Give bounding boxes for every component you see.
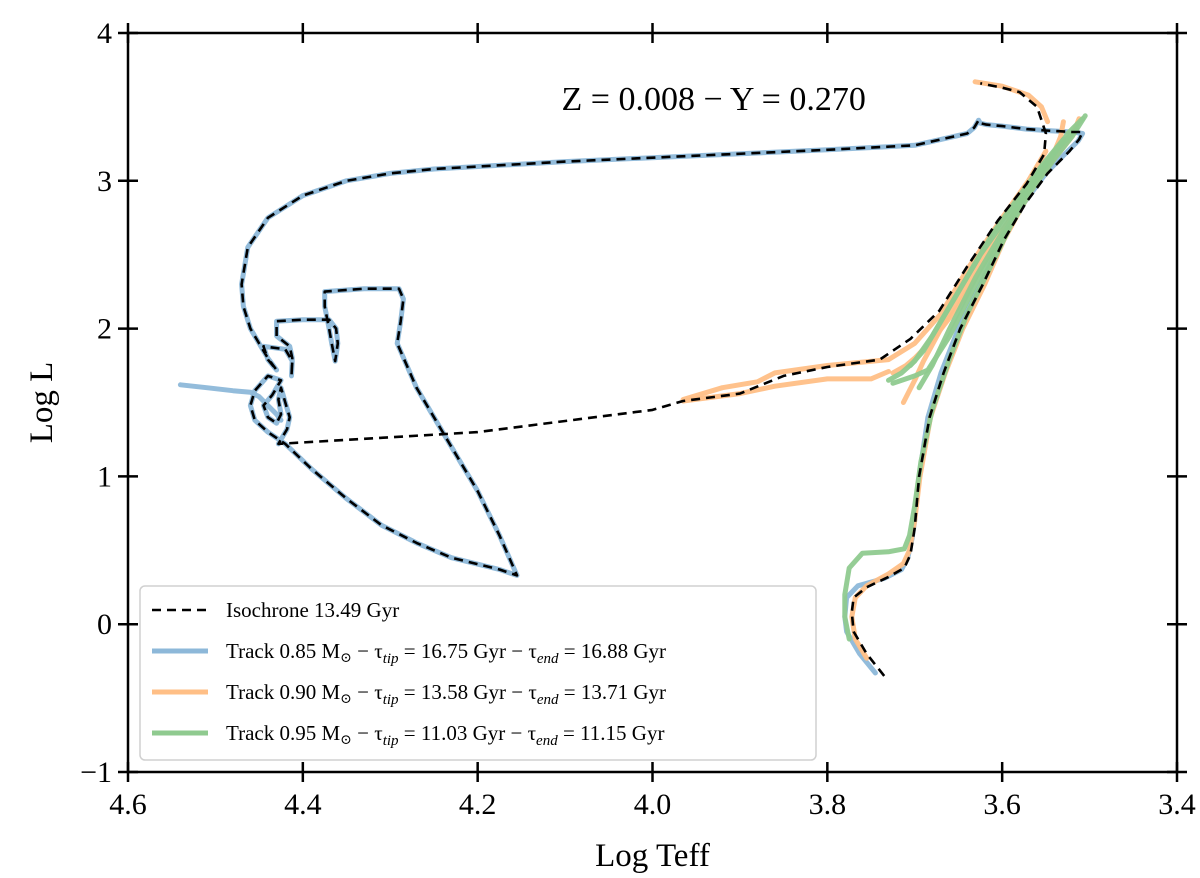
x-axis-label: Log Teff xyxy=(595,838,710,874)
series-line-2-segment-3 xyxy=(890,116,1086,386)
series-line-3-segment-0 xyxy=(240,82,1084,677)
x-tick-label: 4.0 xyxy=(634,788,672,821)
y-tick-label: 1 xyxy=(97,460,112,493)
legend: Isochrone 13.49 Gyr Track 0.85 M⊙ − τtip … xyxy=(139,585,817,761)
x-tick-label: 3.4 xyxy=(1158,788,1196,821)
y-tick-label: 2 xyxy=(97,313,112,346)
legend-entry-text: Track 0.85 M⊙ − τtip = 16.75 Gyr − τend … xyxy=(226,639,666,667)
legend-entry-text: Track 0.95 M⊙ − τtip = 11.03 Gyr − τend … xyxy=(226,721,664,749)
series-line-0-segment-1 xyxy=(177,382,284,423)
series-line-1-segment-0 xyxy=(849,119,1066,661)
y-tick-label: 3 xyxy=(97,165,112,198)
series-line-1-segment-2 xyxy=(680,148,1049,402)
y-axis-label: Log L xyxy=(24,362,60,444)
legend-box xyxy=(139,585,817,761)
y-tick-label: 0 xyxy=(97,608,112,641)
tick-labels: 4.6 4.4 4.2 4.0 3.8 3.6 3.4 −1 0 1 2 3 4 xyxy=(80,17,1196,821)
composition-annotation: Z = 0.008 − Y = 0.270 xyxy=(562,81,866,118)
legend-entry-text: Track 0.90 M⊙ − τtip = 13.58 Gyr − τend … xyxy=(226,680,666,708)
x-tick-label: 4.4 xyxy=(284,788,322,821)
x-tick-label: 4.6 xyxy=(109,788,147,821)
y-tick-label: 4 xyxy=(97,17,112,50)
x-tick-label: 4.2 xyxy=(459,788,497,821)
x-tick-label: 3.6 xyxy=(983,788,1021,821)
series-line-1-segment-5 xyxy=(972,79,1051,125)
y-tick-label: −1 xyxy=(80,756,112,789)
plot-lines xyxy=(177,79,1088,677)
x-tick-label: 3.8 xyxy=(809,788,847,821)
plot-frame xyxy=(126,31,1179,774)
series-line-1-segment-1 xyxy=(680,369,891,404)
series-line-2-segment-4 xyxy=(916,160,1049,391)
legend-entry-text: Isochrone 13.49 Gyr xyxy=(226,598,399,622)
